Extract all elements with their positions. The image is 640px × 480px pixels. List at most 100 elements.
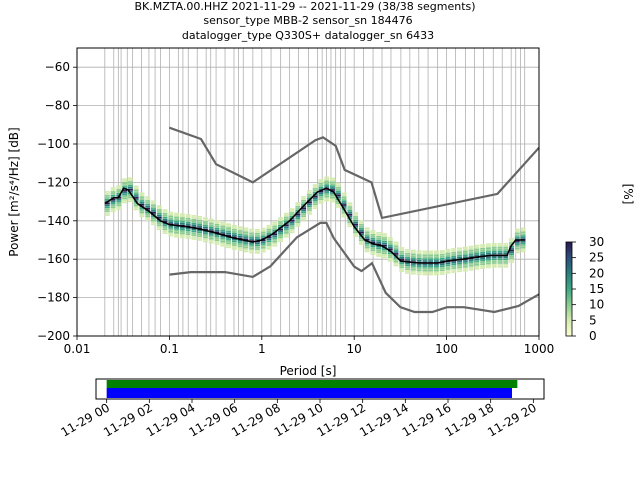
histogram-cell: [335, 204, 341, 206]
histogram-cell: [243, 242, 249, 245]
histogram-cell: [202, 238, 208, 241]
histogram-cell: [139, 207, 145, 210]
histogram-cell: [324, 190, 330, 192]
histogram-cell: [185, 235, 191, 237]
histogram-cell: [497, 262, 503, 264]
histogram-cell: [457, 270, 462, 273]
y-tick-label: −60: [45, 60, 70, 74]
histogram-cell: [116, 189, 122, 191]
histogram-cell: [110, 200, 116, 203]
histogram-cell: [509, 247, 514, 250]
histogram-cell: [364, 242, 370, 245]
histogram-cell: [151, 221, 156, 224]
histogram-cell: [457, 264, 462, 267]
histogram-cell: [462, 252, 468, 255]
histogram-cell: [133, 193, 139, 195]
histogram-cell: [174, 216, 180, 219]
histogram-cell: [208, 218, 214, 221]
histogram-cell: [387, 236, 393, 239]
histogram-cell: [341, 194, 347, 197]
histogram-cell: [324, 180, 330, 183]
histogram-cell: [468, 255, 474, 258]
histogram-cell: [151, 210, 156, 212]
histogram-cell: [202, 234, 208, 237]
histogram-cell: [370, 237, 376, 240]
histogram-cell: [116, 200, 122, 203]
histogram-cell: [156, 224, 162, 227]
histogram-cell: [133, 208, 139, 211]
histogram-cell: [353, 231, 359, 234]
histogram-cell: [439, 267, 445, 270]
histogram-cell: [451, 271, 457, 273]
histogram-cell: [439, 269, 445, 272]
histogram-cell: [445, 256, 451, 259]
histogram-cell: [439, 252, 445, 254]
histogram-cell: [422, 264, 428, 266]
histogram-cell: [480, 259, 486, 262]
histogram-cell: [306, 207, 312, 209]
histogram-cell: [162, 220, 168, 223]
histogram-cell: [445, 250, 451, 253]
histogram-cell: [127, 187, 133, 189]
histogram-cell: [289, 227, 295, 230]
histogram-cell: [330, 200, 335, 203]
histogram-cell: [324, 197, 330, 200]
histogram-cell: [514, 234, 520, 237]
histogram-cell: [468, 264, 474, 267]
histogram-cell: [254, 248, 260, 250]
histogram-cell: [226, 244, 231, 247]
histogram-cell: [145, 217, 151, 220]
histogram-cell: [318, 200, 324, 202]
histogram-cell: [433, 260, 439, 262]
histogram-cell: [393, 247, 399, 250]
histogram-cell: [428, 250, 434, 253]
histogram-cell: [301, 207, 307, 210]
histogram-cell: [335, 194, 341, 197]
histogram-cell: [151, 204, 156, 207]
histogram-cell: [283, 235, 289, 238]
histogram-cell: [237, 245, 243, 248]
histogram-cell: [295, 225, 301, 227]
histogram-cell: [122, 186, 128, 188]
histogram-cell: [358, 220, 364, 222]
histogram-cell: [208, 234, 214, 236]
histogram-cell: [301, 196, 307, 198]
histogram-cell: [197, 216, 203, 218]
histogram-cell: [278, 238, 283, 241]
histogram-cell: [439, 271, 445, 273]
histogram-cell: [416, 258, 422, 260]
histogram-cell: [509, 253, 514, 256]
histogram-cell: [272, 240, 278, 243]
histogram-cell: [243, 227, 249, 230]
histogram-cell: [278, 232, 283, 235]
histogram-cell: [243, 235, 249, 237]
histogram-cell: [468, 251, 474, 254]
histogram-cell: [220, 244, 226, 247]
histogram-cell: [162, 218, 168, 221]
histogram-cell: [410, 266, 416, 269]
histogram-cell: [433, 256, 439, 259]
histogram-cell: [110, 191, 116, 193]
histogram-cell: [306, 203, 312, 206]
histogram-cell: [162, 224, 168, 227]
histogram-cell: [503, 244, 509, 247]
histogram-cell: [474, 260, 480, 262]
histogram-cell: [243, 240, 249, 243]
histogram-cell: [202, 221, 208, 223]
histogram-cell: [254, 228, 260, 231]
histogram-cell: [428, 273, 434, 276]
histogram-cell: [433, 254, 439, 257]
histogram-cell: [283, 214, 289, 217]
histogram-cell: [197, 235, 203, 237]
histogram-cell: [156, 220, 162, 223]
histogram-cell: [491, 246, 497, 249]
histogram-cell: [480, 253, 486, 256]
histogram-cell: [185, 231, 191, 234]
histogram-cell: [104, 210, 110, 212]
histogram-cell: [353, 235, 359, 238]
histogram-cell: [358, 237, 364, 240]
histogram-cell: [520, 242, 526, 245]
histogram-cell: [387, 240, 393, 243]
histogram-cell: [156, 216, 162, 219]
histogram-cell: [410, 272, 416, 275]
